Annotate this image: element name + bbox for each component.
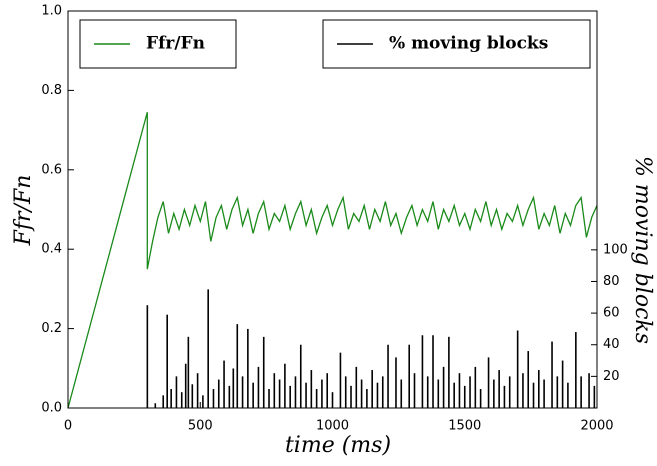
y-tick-label: 0.8 [41, 83, 62, 98]
y-axis-label: Ffr/Fn [11, 175, 36, 247]
y-tick-label: 1.0 [41, 4, 62, 19]
legend-label: Ffr/Fn [146, 34, 205, 54]
y2-axis-label: % moving blocks [630, 156, 655, 344]
y-tick-label: 0.6 [41, 162, 62, 177]
x-axis-label: time (ms) [285, 433, 391, 458]
plot-frame [67, 10, 598, 409]
y2-tick-label: 60 [603, 306, 620, 321]
y2-tick-label: 40 [603, 337, 620, 352]
legend-label: % moving blocks [389, 34, 548, 54]
line [67, 112, 598, 409]
x-tick-label: 1000 [316, 419, 349, 434]
x-tick-label: 0 [64, 419, 72, 434]
y-tick-label: 0.0 [41, 401, 62, 416]
x-tick-label: 500 [188, 419, 213, 434]
y2-tick-label: 80 [603, 274, 620, 289]
y2-tick-label: 20 [603, 369, 620, 384]
y-tick-label: 0.2 [41, 321, 62, 336]
x-tick-label: 2000 [580, 419, 613, 434]
y-tick-label: 0.4 [41, 242, 62, 257]
x-tick-label: 1500 [448, 419, 481, 434]
y2-tick-label: 100 [603, 242, 628, 257]
